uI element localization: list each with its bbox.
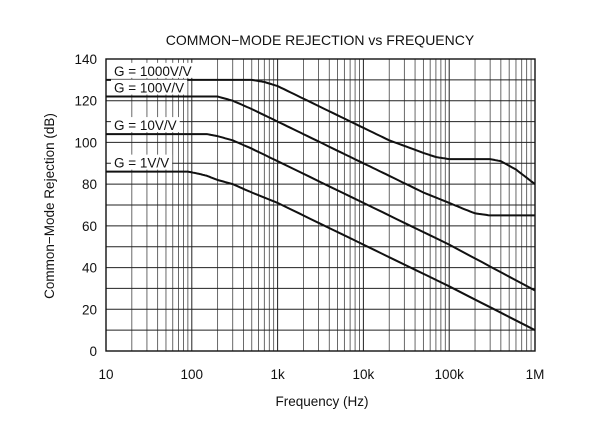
x-tick-label: 10k [353, 367, 375, 382]
series-label: G = 1V/V [114, 156, 169, 171]
series-line [106, 78, 536, 185]
series-line [106, 133, 536, 292]
x-tick-labels: 10 100 1k 10k 100k 1M [98, 367, 544, 382]
series-labels: G = 1000V/V G = 100V/V G = 10V/V G = 1V/V [111, 62, 195, 171]
plot-frame [105, 58, 536, 352]
series-line [106, 95, 535, 217]
series-label-bg [111, 154, 173, 170]
y-tick-label: 140 [74, 52, 97, 67]
x-tick-label: 1k [270, 367, 285, 382]
series-label-bg [111, 62, 195, 78]
y-tick-label: 120 [74, 94, 97, 109]
y-tick-label: 40 [82, 261, 97, 276]
y-tick-label: 80 [82, 177, 97, 192]
x-axis-label: Frequency (Hz) [275, 394, 368, 409]
x-tick-label: 1M [526, 367, 545, 382]
x-tick-label: 100k [435, 367, 465, 382]
y-tick-label: 0 [89, 344, 97, 359]
y-tick-label: 20 [82, 302, 97, 317]
y-axis-label: Common−Mode Rejection (dB) [42, 113, 57, 299]
x-tick-label: 10 [98, 367, 113, 382]
series-label: G = 1000V/V [114, 64, 192, 79]
y-tick-labels: 0 20 40 60 80 100 120 140 [74, 52, 97, 359]
curves [106, 78, 536, 331]
series-label: G = 100V/V [114, 81, 184, 96]
chart-title: COMMON−MODE REJECTION vs FREQUENCY [166, 32, 475, 48]
y-tick-label: 100 [74, 135, 97, 150]
x-tick-label: 100 [181, 367, 204, 382]
series-line [106, 170, 536, 331]
grid [105, 58, 535, 352]
series-label: G = 10V/V [114, 118, 177, 133]
series-label-bg [111, 117, 180, 133]
y-tick-label: 60 [82, 219, 97, 234]
series-label-bg [111, 79, 188, 95]
